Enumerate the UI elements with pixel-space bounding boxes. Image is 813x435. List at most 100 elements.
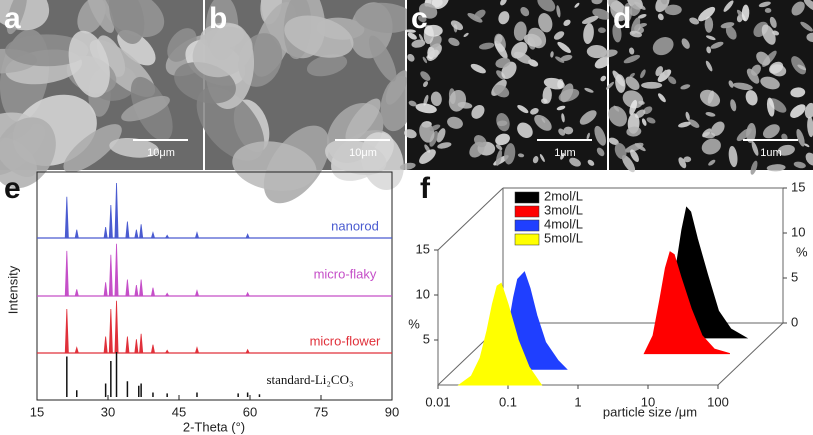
sem-particle xyxy=(500,0,507,6)
sem-particle xyxy=(437,142,452,149)
sem-particle xyxy=(557,41,571,54)
sem-particle xyxy=(641,81,663,89)
sem-particle xyxy=(678,121,691,128)
sem-particle xyxy=(730,99,737,112)
sem-particle xyxy=(405,29,416,33)
sem-particle xyxy=(804,143,810,148)
sem-particle xyxy=(556,105,566,111)
sem-particle xyxy=(621,155,636,173)
sem-particle xyxy=(751,141,759,156)
sem-particle xyxy=(728,145,738,168)
sem-particle xyxy=(556,5,561,18)
sem-particle xyxy=(638,100,645,105)
series-label: standard-Li₂CO₃ xyxy=(266,372,353,387)
sem-particle xyxy=(705,60,713,72)
sem-particle xyxy=(579,110,597,125)
sem-particle xyxy=(5,34,89,67)
sem-particle xyxy=(605,81,615,90)
sem-particle xyxy=(664,4,682,16)
sem-particle xyxy=(574,2,580,8)
sem-particle xyxy=(689,17,700,25)
scale-bar-label: 10μm xyxy=(147,147,175,159)
sem-particle xyxy=(791,1,805,16)
sem-particle xyxy=(596,147,605,157)
sem-particle xyxy=(86,0,115,33)
sem-particle xyxy=(797,64,807,71)
sem-particle xyxy=(553,31,565,40)
sem-particle xyxy=(583,23,594,44)
sem-particle xyxy=(345,98,381,143)
legend-label: 4mol/L xyxy=(544,216,583,231)
sem-particle xyxy=(750,64,761,76)
legend-swatch xyxy=(514,233,540,246)
sem-particle xyxy=(306,54,348,77)
sem-particle xyxy=(423,81,429,88)
peak xyxy=(150,287,156,297)
sem-particle xyxy=(723,0,734,12)
sem-particle xyxy=(284,15,354,58)
panel-label: a xyxy=(4,2,21,35)
legend-label: 5mol/L xyxy=(544,230,583,245)
box-edge xyxy=(437,187,504,251)
sem-particle xyxy=(629,30,642,38)
sem-particle xyxy=(473,135,487,148)
sem-particle xyxy=(418,33,424,42)
box-edge xyxy=(717,322,784,386)
sem-particle xyxy=(790,104,806,118)
legend-swatch xyxy=(514,219,540,232)
sem-particle xyxy=(764,8,772,13)
sem-particle xyxy=(762,124,780,139)
sem-particle xyxy=(704,16,714,33)
sem-particle xyxy=(591,0,603,5)
y2-tick-label: 10 xyxy=(416,286,430,301)
panel-label: b xyxy=(209,2,227,35)
sem-particle xyxy=(594,56,611,69)
sem-particle xyxy=(121,95,170,122)
peak xyxy=(134,339,139,354)
sem-particle xyxy=(702,128,712,138)
sem-particle xyxy=(660,0,668,5)
sem-particle xyxy=(761,24,776,45)
sem-particle xyxy=(631,17,641,35)
peak xyxy=(150,344,156,354)
sem-particle xyxy=(681,38,690,49)
sem-particle xyxy=(626,126,642,137)
sem-particle xyxy=(746,68,760,84)
sem-particle xyxy=(447,116,463,129)
sem-particle xyxy=(608,105,627,127)
legend-swatch xyxy=(514,205,540,218)
sem-particle xyxy=(745,90,758,106)
peak xyxy=(103,282,108,297)
x-tick-label: 60 xyxy=(243,404,257,419)
sem-particle xyxy=(415,103,437,114)
sem-particle xyxy=(448,89,467,112)
sem-particle xyxy=(494,40,508,59)
sem-particle xyxy=(766,164,786,172)
y2-axis-label: % xyxy=(408,316,420,331)
sem-particle xyxy=(657,93,666,103)
sem-particle xyxy=(637,13,647,19)
x-tick-label: 45 xyxy=(172,404,186,419)
sem-particle xyxy=(746,123,756,143)
sem-particle xyxy=(688,119,700,128)
peak xyxy=(64,250,69,297)
peak xyxy=(125,221,130,239)
sem-particle xyxy=(646,117,656,124)
peak xyxy=(108,254,113,297)
scale-bar-label: 10μm xyxy=(349,147,377,159)
sem-particle xyxy=(429,124,441,132)
sem-particle xyxy=(530,108,539,115)
sem-particle xyxy=(471,104,485,119)
sem-particle xyxy=(725,25,737,40)
sem-particle xyxy=(581,15,599,25)
peak xyxy=(103,226,108,239)
peak xyxy=(108,204,113,239)
sem-particle xyxy=(555,56,565,63)
sem-particle xyxy=(793,161,806,169)
sem-image xyxy=(399,0,611,170)
sem-particle xyxy=(600,75,607,82)
peak xyxy=(103,336,108,354)
sem-particle xyxy=(543,77,565,90)
sem-particle xyxy=(614,142,627,160)
x-tick-label: 10 xyxy=(641,394,655,409)
